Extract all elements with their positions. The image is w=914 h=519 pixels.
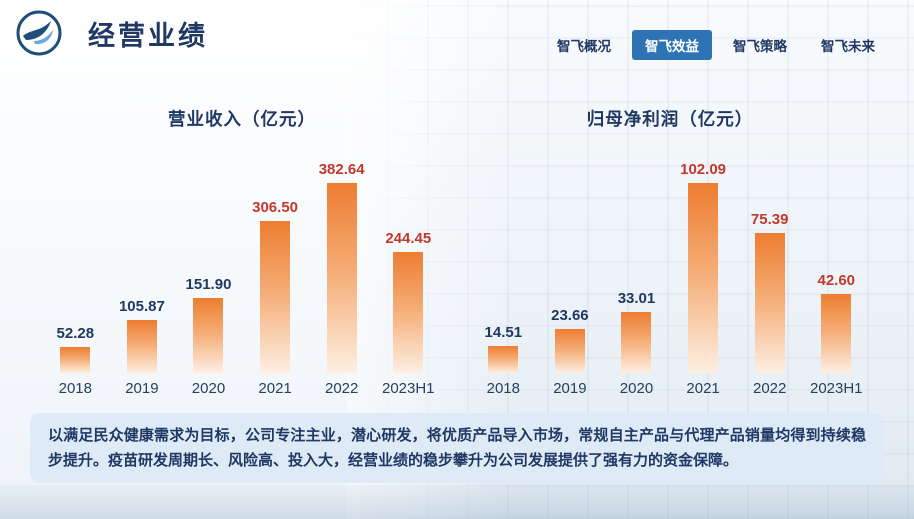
revenue-chart-title: 营业收入（亿元） (168, 109, 316, 129)
bar-value-label: 52.28 (56, 325, 95, 342)
bar-value-label: 244.45 (385, 230, 432, 247)
bar-value-label: 14.51 (484, 324, 523, 341)
category-label: 2018 (58, 380, 92, 397)
category-label: 2019 (553, 380, 587, 397)
revenue-chart: 营业收入（亿元） 52.28 2018 105.87 2019 151.90 2020 30… (42, 106, 442, 397)
net-profit-bar-chart: 14.51 2018 23.66 2019 33.01 2020 102.09 2021 75.… (470, 155, 870, 397)
background-bottom-strip (0, 485, 914, 519)
bar (193, 298, 224, 373)
category-label: 2018 (486, 380, 520, 397)
bar-column: 105.87 2019 (109, 155, 176, 397)
bar-value-label: 42.60 (817, 272, 856, 289)
nav-item-future[interactable]: 智飞未来 (821, 39, 875, 54)
category-label: 2020 (191, 380, 226, 397)
nav-item-performance[interactable]: 智飞效益 (632, 30, 712, 60)
bar (554, 329, 585, 373)
bar (821, 294, 852, 373)
bar-value-label: 102.09 (680, 161, 727, 178)
nav-item-overview[interactable]: 智飞概况 (557, 39, 611, 54)
bar (393, 252, 424, 373)
bar (126, 320, 157, 373)
section-nav: 智飞概况 智飞效益 智飞策略 智飞未来 (544, 30, 888, 60)
bar-value-label: 105.87 (118, 298, 165, 315)
bar (688, 183, 719, 373)
bar (260, 221, 291, 373)
category-label: 2020 (619, 380, 654, 397)
category-label: 2023H1 (381, 380, 435, 397)
bar-value-label: 382.64 (318, 161, 365, 178)
bar-column: 244.45 2023H1 (375, 155, 442, 397)
bar-value-label: 75.39 (750, 211, 789, 228)
bar-column: 306.50 2021 (242, 155, 309, 397)
summary-note-text: 以满足民众健康需求为目标，公司专注主业，潜心研发，将优质产品导入市场，常规自主产… (48, 426, 866, 470)
summary-note: 以满足民众健康需求为目标，公司专注主业，潜心研发，将优质产品导入市场，常规自主产… (30, 413, 884, 483)
bar (326, 183, 357, 373)
category-label: 2022 (324, 380, 359, 397)
bar-column: 75.39 2022 (736, 155, 803, 397)
net-profit-chart-title: 归母净利润（亿元） (586, 109, 754, 129)
bar (754, 233, 785, 373)
company-logo-icon (14, 8, 64, 58)
bar-column: 151.90 2020 (175, 155, 242, 397)
category-label: 2022 (752, 380, 787, 397)
bar-column: 42.60 2023H1 (803, 155, 870, 397)
bar-value-label: 306.50 (252, 199, 299, 216)
nav-item-strategy[interactable]: 智飞策略 (733, 39, 787, 54)
bar-column: 52.28 2018 (42, 155, 109, 397)
bar-column: 102.09 2021 (670, 155, 737, 397)
bar (621, 312, 652, 373)
bar (60, 347, 91, 373)
bar-column: 382.64 2022 (308, 155, 375, 397)
category-label: 2023H1 (809, 380, 863, 397)
bar-value-label: 23.66 (551, 307, 589, 324)
bar (488, 346, 519, 373)
category-label: 2021 (686, 380, 720, 397)
net-profit-chart: 归母净利润（亿元） 14.51 2018 23.66 2019 33.01 2020 102… (470, 106, 870, 397)
page-title: 经营业绩 (88, 21, 208, 51)
category-label: 2019 (125, 380, 159, 397)
bar-column: 14.51 2018 (470, 155, 537, 397)
bar-column: 33.01 2020 (603, 155, 670, 397)
bar-column: 23.66 2019 (537, 155, 604, 397)
category-label: 2021 (258, 380, 292, 397)
bar-value-label: 151.90 (185, 276, 232, 293)
revenue-bar-chart: 52.28 2018 105.87 2019 151.90 2020 306.50 2021 3… (42, 155, 442, 397)
bar-value-label: 33.01 (617, 290, 656, 307)
